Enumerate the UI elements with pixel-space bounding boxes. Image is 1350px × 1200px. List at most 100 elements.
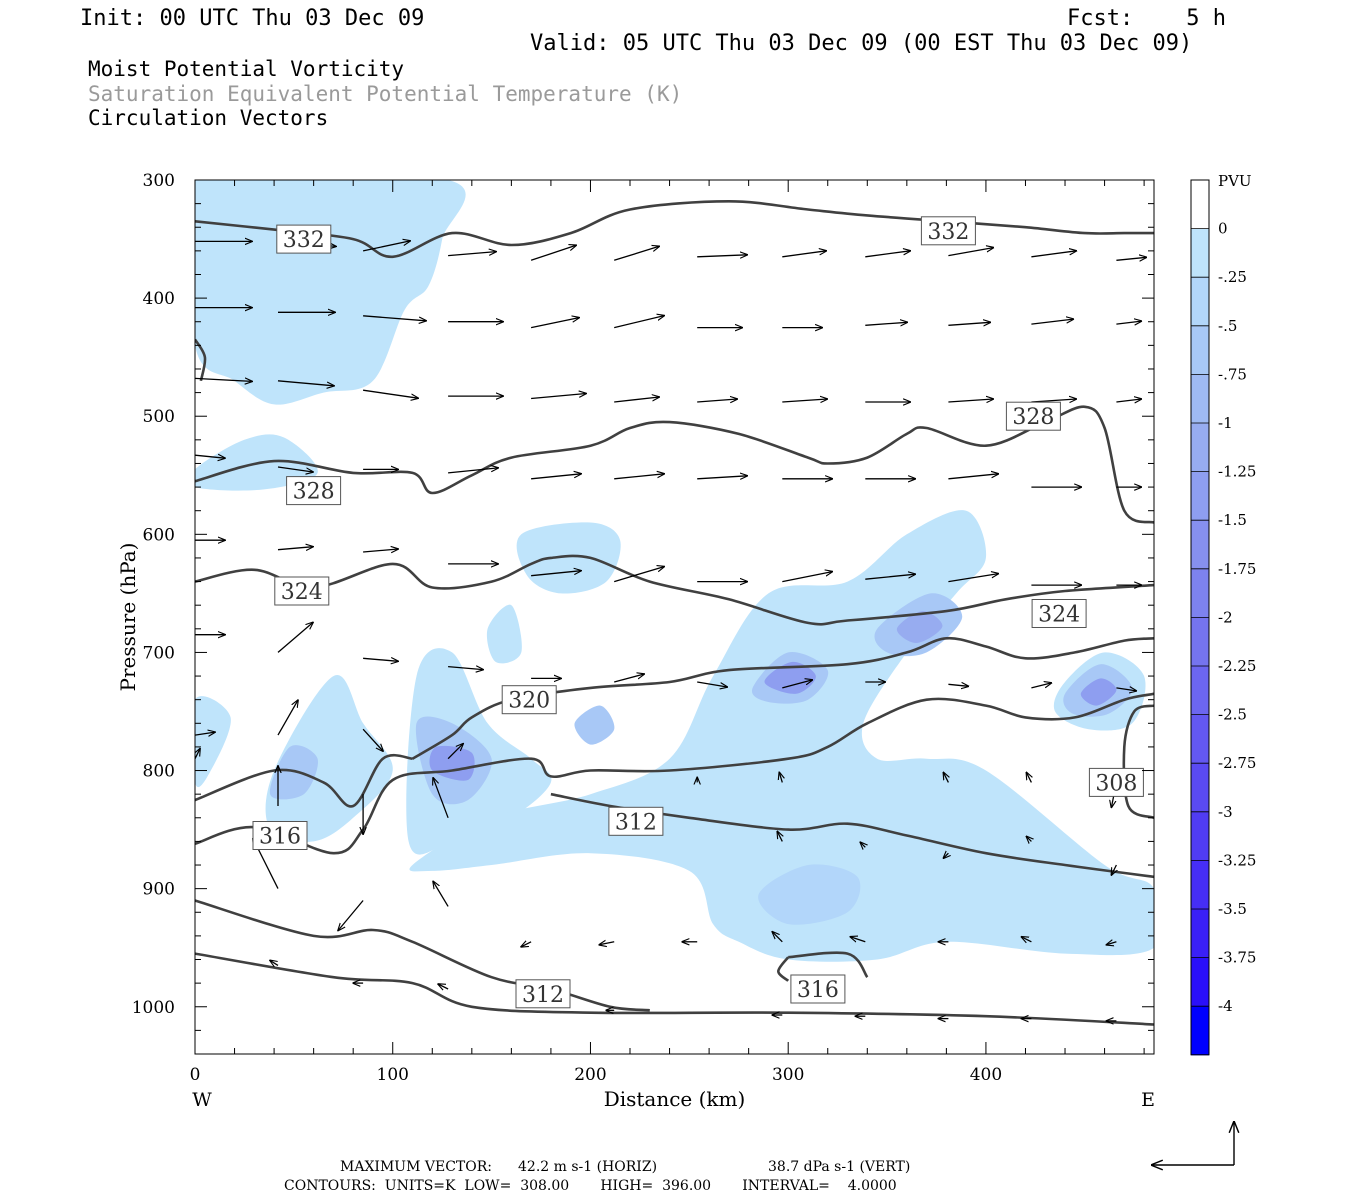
circulation-vector-96 bbox=[772, 932, 783, 943]
circulation-vector-10 bbox=[1031, 251, 1076, 258]
circulation-vector-11 bbox=[1116, 257, 1146, 260]
circulation-vector-94 bbox=[599, 942, 615, 945]
colorbar-swatch-8 bbox=[1191, 568, 1209, 618]
colorbar-swatch-7 bbox=[1191, 520, 1209, 570]
circulation-vector-16 bbox=[530, 318, 579, 329]
axes: 0 100 200 300 400 300 400 500 600 700 800 900 1000 Di… bbox=[116, 171, 1155, 1111]
contour-label-box-0 bbox=[276, 224, 332, 254]
contour-label-9: 308 bbox=[1095, 771, 1137, 796]
circulation-vector-70 bbox=[1031, 683, 1051, 689]
colorbar-unit: PVU bbox=[1218, 172, 1252, 190]
circulation-vector-35 bbox=[1116, 399, 1141, 402]
contour-label-5: 324 bbox=[1038, 603, 1080, 628]
circulation-vector-72 bbox=[195, 749, 200, 759]
circulation-vector-69 bbox=[948, 684, 968, 686]
circulation-vector-22 bbox=[1031, 319, 1073, 325]
x-tick-label-4: 400 bbox=[970, 1065, 1002, 1085]
theta-contour-3 bbox=[195, 554, 1154, 626]
theta-contour-4 bbox=[411, 636, 1154, 760]
pv-region-4 bbox=[486, 604, 522, 664]
circulation-vector-55 bbox=[782, 572, 832, 583]
colorbar-swatch-0 bbox=[1191, 180, 1209, 230]
contour-label-box-2 bbox=[286, 476, 342, 506]
contour-label-box-5 bbox=[1031, 599, 1087, 628]
colorbar-swatch-1 bbox=[1191, 228, 1209, 278]
contour-label-10: 312 bbox=[522, 983, 564, 1008]
contour-label-box-4 bbox=[274, 576, 330, 606]
contour-label-1: 332 bbox=[927, 220, 969, 245]
reference-vector bbox=[1152, 1122, 1234, 1165]
circulation-vector-78 bbox=[433, 778, 449, 819]
contour-label-box-8 bbox=[608, 806, 664, 836]
circulation-vector-92 bbox=[1111, 864, 1116, 875]
colorbar-swatch-15 bbox=[1191, 909, 1209, 959]
colorbar-swatch-10 bbox=[1191, 666, 1209, 716]
circulation-vector-25 bbox=[277, 380, 334, 386]
circulation-vector-23 bbox=[1116, 321, 1141, 324]
circulation-vector-21 bbox=[948, 322, 990, 325]
circulation-vector-50 bbox=[363, 549, 398, 552]
contour-label-7: 316 bbox=[259, 825, 301, 850]
colorbar-swatch-13 bbox=[1191, 811, 1209, 861]
pv-region-19 bbox=[1080, 678, 1117, 706]
west-label: W bbox=[192, 1089, 212, 1111]
circulation-vector-88 bbox=[777, 831, 782, 842]
pv-region-3 bbox=[516, 522, 621, 594]
valid-time: Valid: 05 UTC Thu 03 Dec 09 (00 EST Thu … bbox=[530, 31, 1193, 56]
circulation-vector-49 bbox=[277, 547, 313, 550]
contour-label-box-9 bbox=[1088, 767, 1144, 797]
x-axis-title: Distance (km) bbox=[604, 1087, 746, 1111]
circulation-vector-103 bbox=[438, 984, 449, 989]
circulation-vector-40 bbox=[531, 474, 581, 480]
y-tick-label-6: 900 bbox=[143, 880, 175, 900]
contour-label-3: 328 bbox=[1012, 405, 1054, 430]
circulation-vector-2 bbox=[362, 241, 410, 252]
theta-contour-11 bbox=[776, 956, 790, 982]
circulation-vector-39 bbox=[448, 468, 498, 474]
pv-region-6 bbox=[265, 675, 393, 843]
field-title-vectors: Circulation Vectors bbox=[88, 106, 329, 130]
circulation-vector-90 bbox=[943, 853, 948, 858]
init-time: Init: 00 UTC Thu 03 Dec 09 bbox=[80, 6, 425, 31]
circulation-vector-100 bbox=[1106, 942, 1117, 945]
contour-label-8: 312 bbox=[615, 810, 657, 835]
contours-info: CONTOURS: UNITS=K LOW= 308.00 HIGH= 396.… bbox=[284, 1178, 897, 1194]
theta-contour-7 bbox=[195, 899, 650, 1012]
colorbar-label-15: -3.75 bbox=[1218, 949, 1256, 967]
contour-label-box-11 bbox=[790, 974, 846, 1004]
pv-region-20 bbox=[896, 611, 943, 644]
y-tick-label-3: 600 bbox=[143, 525, 175, 545]
contour-label-4: 324 bbox=[281, 580, 323, 605]
max-vector-horiz: 42.2 m s-1 (HORIZ) bbox=[518, 1159, 658, 1175]
circulation-vector-24 bbox=[195, 378, 252, 381]
circulation-vector-65 bbox=[614, 674, 644, 683]
circulation-vector-81 bbox=[338, 900, 364, 931]
circulation-vector-101 bbox=[270, 960, 279, 965]
colorbar-swatch-5 bbox=[1191, 423, 1209, 473]
circulation-vector-83 bbox=[779, 772, 782, 783]
theta-contour-12 bbox=[1122, 704, 1154, 820]
contour-label-2: 328 bbox=[293, 480, 335, 505]
contour-labels: 332 332 328 328 324 324 320 316 312 308 312 316 bbox=[252, 216, 1144, 1009]
circulation-vector-61 bbox=[277, 622, 313, 653]
circulation-vector-41 bbox=[614, 474, 664, 480]
x-tick-label-0: 0 bbox=[190, 1065, 201, 1085]
y-axis-title: Pressure (hPa) bbox=[116, 543, 140, 692]
circulation-vector-17 bbox=[614, 316, 664, 329]
colorbar-label-4: -1 bbox=[1218, 414, 1233, 432]
colorbar-swatch-14 bbox=[1191, 860, 1209, 910]
circulation-vector-5 bbox=[614, 246, 659, 261]
circulation-vector-76 bbox=[362, 728, 383, 751]
circulation-vector-77 bbox=[447, 744, 463, 760]
contour-label-box-1 bbox=[920, 216, 976, 246]
colorbar-label-6: -1.5 bbox=[1218, 511, 1247, 529]
y-tick-label-7: 1000 bbox=[132, 998, 175, 1018]
pv-region-14 bbox=[574, 705, 615, 745]
circulation-vector-3 bbox=[448, 252, 496, 257]
circulation-vector-52 bbox=[531, 571, 581, 577]
contour-label-0: 332 bbox=[283, 228, 325, 253]
pv-region-16 bbox=[758, 864, 861, 925]
theta-contour-10 bbox=[788, 951, 869, 979]
circulation-vector-67 bbox=[782, 680, 812, 689]
